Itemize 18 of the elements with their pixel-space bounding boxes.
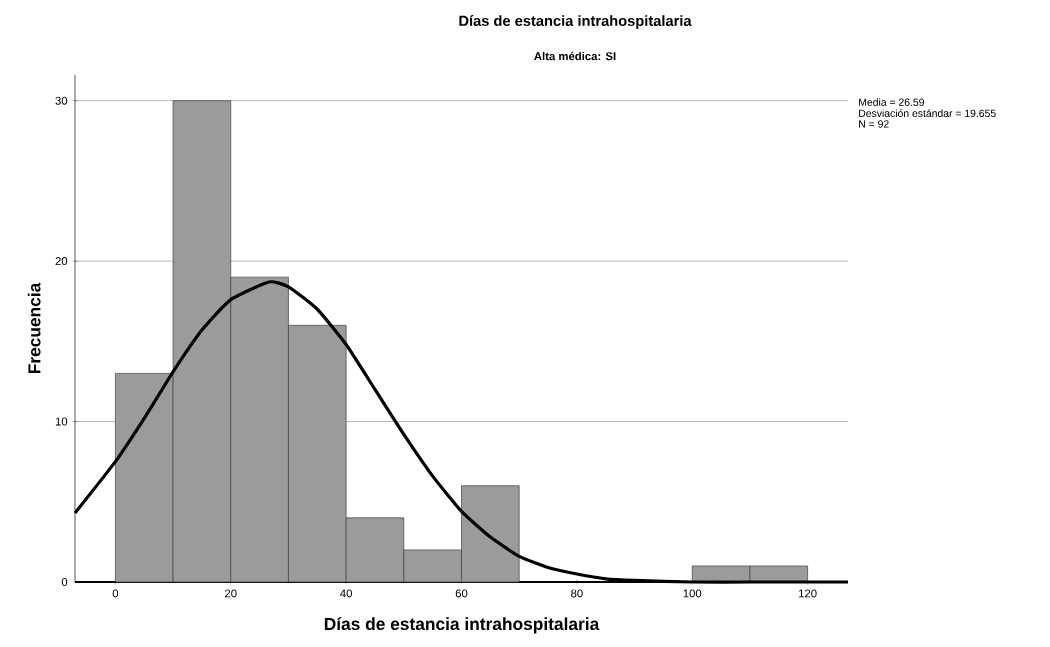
y-axis-title: Frecuencia [27, 282, 41, 374]
x-tick-label: 60 [455, 589, 468, 598]
x-axis-title: Días de estancia intrahospitalaria [324, 617, 600, 634]
chart-title: Días de estancia intrahospitalaria [459, 15, 692, 29]
y-tick-label: 0 [61, 578, 68, 587]
y-tick-label: 10 [55, 417, 68, 426]
y-tick-label: 30 [55, 96, 68, 105]
x-tick-label: 120 [799, 589, 817, 598]
chart-subtitle: Alta médica: SI [534, 51, 616, 61]
x-tick-label: 80 [571, 589, 583, 598]
text: N = 92 [859, 120, 889, 128]
x-tick-label: 40 [340, 589, 352, 598]
y-tick-label: 20 [55, 257, 68, 266]
x-tick-label: 100 [683, 589, 702, 598]
text: Media = 26.59 [859, 98, 924, 106]
x-tick-label: 20 [225, 589, 237, 598]
x-tick-label: 0 [112, 589, 119, 598]
text: Desviación estándar = 19.655 [859, 109, 996, 118]
